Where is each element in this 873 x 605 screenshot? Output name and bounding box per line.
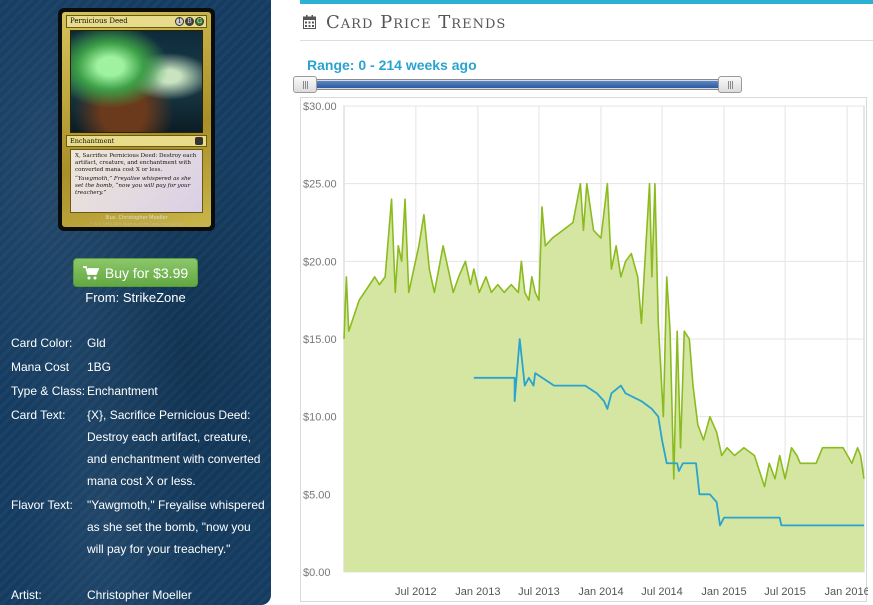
y-tick-label: $10.00 — [303, 412, 337, 424]
mana-generic-icon: 1 — [175, 17, 184, 26]
detail-label: Mana Cost — [11, 360, 70, 374]
mana-green-icon: G — [195, 17, 204, 26]
price-chart-svg: $0.00 $5.00 $10.00 $15.00 $20.00 $25.00 $30.00… — [303, 101, 868, 598]
y-tick-label: $5.00 — [303, 489, 331, 501]
range-slider-track[interactable] — [303, 79, 740, 90]
y-tick-label: $15.00 — [303, 334, 337, 346]
mana-black-icon: B — [185, 17, 194, 26]
panel-title-text: Card Price Trends — [326, 11, 507, 33]
y-tick-label: $25.00 — [303, 179, 337, 191]
detail-label: Artist: — [11, 588, 42, 602]
buy-button-label: Buy for $3.99 — [104, 264, 189, 281]
series-a-area — [344, 183, 864, 572]
card-type-line: Enchantment — [70, 137, 115, 145]
card-mana-symbols: 1 B G — [175, 17, 204, 26]
detail-value: Gld — [87, 336, 106, 350]
detail-label: Card Text: — [11, 408, 66, 422]
card-sidebar: Pernicious Deed 1 B G Enchantment X, Sac… — [0, 0, 271, 605]
shopping-cart-icon — [82, 265, 99, 279]
calendar-icon — [303, 15, 316, 29]
card-type-bar: Enchantment — [66, 135, 207, 147]
x-tick-label: Jan 2014 — [578, 586, 623, 598]
card-copyright: ™ & © 1993-2001 Wizards of the Coast, In… — [89, 222, 184, 226]
detail-label: Type & Class: — [11, 384, 86, 398]
detail-label: Flavor Text: — [11, 498, 73, 512]
x-tick-label: Jul 2013 — [518, 586, 560, 598]
card-name-bar: Pernicious Deed 1 B G — [66, 15, 207, 28]
price-chart: $0.00 $5.00 $10.00 $15.00 $20.00 $25.00 $30.00… — [300, 97, 868, 602]
panel-accent-rule — [300, 0, 873, 4]
range-handle-end[interactable] — [718, 76, 742, 93]
buy-button[interactable]: Buy for $3.99 — [73, 258, 198, 287]
panel-title: Card Price Trends — [303, 11, 506, 33]
range-slider-fill — [306, 81, 738, 88]
card-textbox: X, Sacrifice Pernicious Deed: Destroy ea… — [70, 149, 203, 213]
card-illustrator: Illus. Christopher Moeller — [105, 215, 168, 221]
y-tick-label: $20.00 — [303, 256, 337, 268]
card-rules-text: X, Sacrifice Pernicious Deed: Destroy ea… — [75, 153, 197, 173]
card-image[interactable]: Pernicious Deed 1 B G Enchantment X, Sac… — [58, 8, 215, 231]
y-tick-label: $0.00 — [303, 567, 331, 579]
x-tick-label: Jan 2013 — [455, 586, 500, 598]
set-symbol-icon — [195, 137, 203, 145]
detail-value: Enchantment — [87, 384, 158, 398]
x-tick-label: Jul 2012 — [395, 586, 437, 598]
x-tick-label: Jan 2015 — [701, 586, 746, 598]
buy-source: From: StrikeZone — [85, 290, 186, 305]
series-b-line — [473, 338, 864, 527]
card-artwork — [70, 30, 203, 133]
detail-value: Christopher Moeller — [87, 588, 192, 602]
detail-value: {X}, Sacrifice Pernicious Deed: Destroy … — [87, 408, 261, 488]
detail-label: Card Color: — [11, 336, 73, 350]
title-divider — [300, 40, 873, 41]
range-label: Range: 0 - 214 weeks ago — [307, 57, 477, 73]
x-tick-label: Jul 2015 — [764, 586, 806, 598]
detail-value: 1BG — [87, 360, 112, 374]
card-flavor-text: “Yawgmoth,” Freyalise whispered as she s… — [75, 176, 191, 196]
x-tick-label: Jan 2016 — [825, 586, 868, 598]
range-handle-start[interactable] — [293, 76, 317, 93]
x-tick-label: Jul 2014 — [641, 586, 683, 598]
y-tick-label: $30.00 — [303, 101, 337, 113]
series-a-line — [343, 182, 865, 488]
detail-value: "Yawgmoth," Freyalise whispered as she s… — [87, 498, 265, 556]
card-name: Pernicious Deed — [70, 17, 128, 25]
